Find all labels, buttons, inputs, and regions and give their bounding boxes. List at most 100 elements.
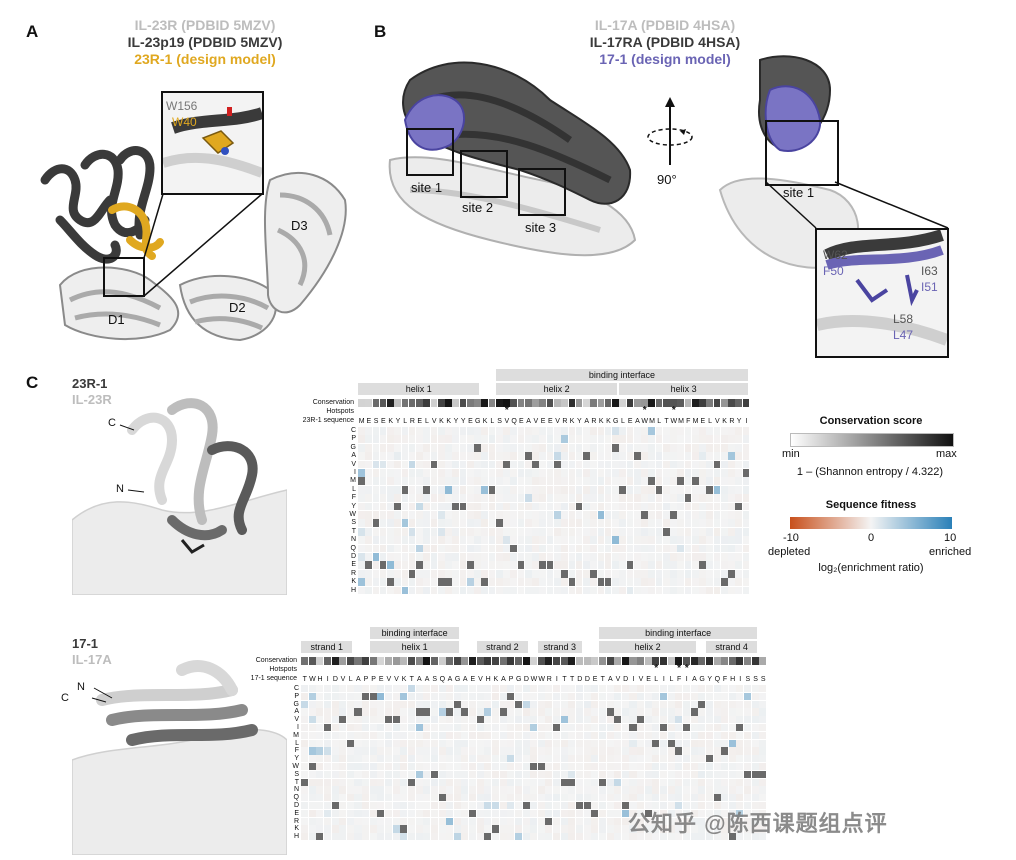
sequence-residue: P: [363, 676, 369, 683]
heatmap-cell: [751, 716, 759, 724]
site-3-label: site 3: [525, 220, 557, 235]
heatmap-cell: [614, 724, 622, 732]
heatmap-cell: [684, 561, 692, 570]
heatmap-cell: [400, 763, 408, 771]
heatmap-cell: [407, 708, 415, 716]
amino-acid-label: W: [292, 763, 299, 770]
heatmap-cell: [626, 427, 634, 435]
heatmap-cell: [530, 708, 538, 716]
heatmap-cell: [452, 427, 460, 435]
heatmap-cell: [583, 786, 591, 794]
heatmap-cell: [545, 802, 553, 810]
heatmap-cell: [369, 685, 377, 693]
heatmap-cell: [387, 519, 394, 528]
heatmap-cell: [713, 708, 721, 716]
sequence-residue: K: [482, 418, 488, 425]
heatmap-cell: [369, 724, 377, 732]
heatmap-cell: [619, 469, 626, 477]
residue-w62: W62: [823, 248, 848, 262]
heatmap-cell: [401, 485, 409, 494]
heatmap-cell: [728, 700, 736, 708]
heatmap-cell: [400, 817, 408, 825]
heatmap-cell: [583, 755, 591, 763]
heatmap-cell: [524, 544, 532, 553]
heatmap-cell: [437, 527, 445, 536]
heatmap-cell: [437, 460, 445, 469]
heatmap-cell: [510, 427, 518, 435]
heatmap-cell: [644, 802, 652, 810]
heatmap-cell: [459, 485, 467, 494]
heatmap-cell: [590, 511, 597, 519]
heatmap-cell: [560, 778, 568, 786]
secondary-structure-bar: strand 4: [705, 641, 758, 653]
heatmap-cell: [437, 536, 445, 544]
heatmap-cell: [583, 494, 590, 502]
heatmap-cell: [416, 553, 423, 561]
heatmap-cell: [474, 435, 481, 444]
heatmap-cell: [667, 747, 675, 755]
heatmap-cell: [644, 817, 652, 825]
heatmap-cell: [698, 739, 706, 747]
heatmap-cell: [407, 700, 415, 708]
heatmap-cell: [629, 763, 637, 771]
heatmap-cell: [612, 527, 619, 536]
heatmap-cell: [641, 427, 648, 435]
heatmap-cell: [323, 739, 331, 747]
heatmap-cell: [445, 527, 452, 536]
heatmap-cell: [387, 527, 394, 536]
heatmap-cell: [416, 460, 423, 469]
heatmap-cell: [466, 527, 474, 536]
heatmap-cell: [372, 452, 380, 460]
heatmap-cell: [633, 519, 641, 528]
heatmap-cell: [735, 578, 743, 586]
sequence-residue: E: [700, 418, 706, 425]
heatmap-cell: [546, 544, 554, 553]
heatmap-cell: [742, 494, 750, 502]
heatmap-cell: [560, 763, 568, 771]
heatmap-cell: [598, 817, 606, 825]
heatmap-cell: [369, 786, 377, 794]
heatmap-cell: [667, 786, 675, 794]
heatmap-cell: [699, 452, 706, 460]
heatmap-cell: [415, 724, 423, 732]
heatmap-cell: [445, 511, 452, 519]
sequence-residue: W: [309, 676, 316, 683]
heatmap-cell: [524, 561, 532, 570]
heatmap-cell: [392, 833, 400, 841]
heatmap-cell: [553, 802, 561, 810]
heatmap-cell: [495, 544, 503, 553]
heatmap-cell: [488, 502, 496, 511]
sequence-residue: E: [468, 418, 473, 425]
heatmap-cell: [728, 553, 735, 561]
heatmap-cell: [720, 519, 728, 528]
heatmap-cell: [416, 561, 423, 570]
conservation-cell: [377, 657, 385, 665]
heatmap-cell: [575, 502, 583, 511]
legend-il17a: IL-17A (PDBID 4HSA): [594, 17, 736, 33]
heatmap-cell: [706, 544, 714, 553]
heatmap-cell: [612, 502, 619, 511]
heatmap-cell: [713, 452, 721, 460]
heatmap-cell: [392, 692, 400, 700]
heatmap-cell: [308, 739, 316, 747]
heatmap-cell: [316, 825, 324, 833]
heatmap-cell: [316, 809, 324, 817]
sequence-residue: L: [425, 418, 429, 425]
amino-acid-label: G: [293, 700, 299, 708]
heatmap-cell: [408, 561, 416, 570]
heatmap-cell: [699, 469, 706, 477]
heatmap-cell: [510, 544, 518, 553]
heatmap-cell: [546, 527, 554, 536]
heatmap-cell: [423, 817, 431, 825]
heatmap-cell: [641, 485, 648, 494]
heatmap-cell: [633, 427, 641, 435]
heatmap-cell: [546, 561, 554, 570]
heatmap-cell: [446, 786, 454, 794]
sequence-residue: L: [669, 676, 674, 683]
heatmap-cell: [461, 716, 469, 724]
heatmap-cell: [742, 511, 750, 519]
heatmap-cell: [301, 794, 309, 802]
heatmap-cell: [416, 586, 423, 595]
sequence-residue: E: [627, 418, 633, 425]
heatmap-cell: [691, 586, 699, 595]
